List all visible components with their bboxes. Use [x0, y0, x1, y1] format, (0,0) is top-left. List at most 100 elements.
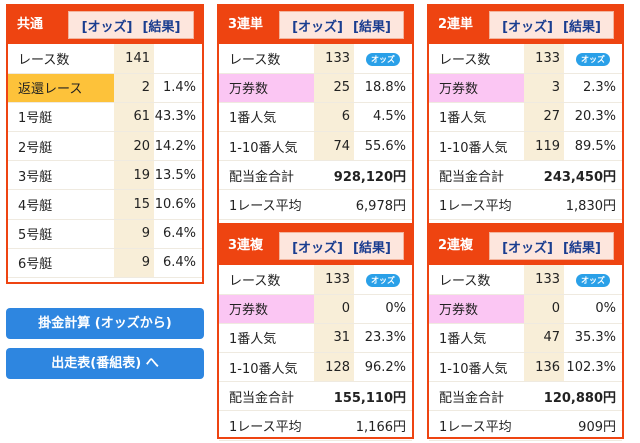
table-row: 1レース平均 1,830円: [429, 189, 622, 220]
fav10-pct: 96.2%: [354, 352, 412, 383]
row-pct: 43.3%: [154, 102, 202, 133]
results-link[interactable]: [結果]: [353, 240, 391, 256]
trio-panel: 3連複 [オッズ] [結果] レース数 133 オッズ 万券数 0 0% 1番人…: [217, 225, 414, 441]
manken-label: 万券数: [429, 294, 524, 324]
fav10-label: 1-10番人気: [429, 131, 524, 162]
results-link[interactable]: [結果]: [563, 19, 601, 35]
table-row: 配当金合計 120,880円: [429, 381, 622, 412]
table-row: レース数 133 オッズ: [219, 44, 412, 74]
quinella-title: 2連複: [438, 238, 474, 253]
manken-pct: 2.3%: [564, 73, 622, 103]
total-value: 120,880円: [524, 381, 622, 412]
row-count: 9: [114, 219, 154, 249]
table-row: 万券数 25 18.8%: [219, 73, 412, 103]
avg-label: 1レース平均: [429, 410, 524, 441]
manken-pct: 0%: [354, 294, 412, 324]
row-count: 2: [114, 73, 154, 103]
table-row: 返還レース 2 1.4%: [8, 73, 202, 103]
fav1-pct: 20.3%: [564, 102, 622, 133]
odds-badge-cell: オッズ: [354, 44, 412, 74]
row-pct: 10.6%: [154, 189, 202, 220]
odds-link[interactable]: [オッズ]: [292, 19, 343, 35]
fav10-count: 136: [524, 352, 564, 383]
trio-tabs: [オッズ] [結果]: [279, 232, 404, 260]
table-row: 3号艇 19 13.5%: [8, 160, 202, 191]
results-link[interactable]: [結果]: [142, 19, 181, 35]
payout-calc-button[interactable]: 掛金計算 (オッズから): [6, 308, 204, 339]
odds-badge-cell: オッズ: [354, 265, 412, 295]
table-row: 5号艇 9 6.4%: [8, 219, 202, 249]
table-row: 1-10番人気 136 102.3%: [429, 352, 622, 383]
trifecta-header: 3連単 [オッズ] [結果]: [219, 6, 412, 44]
table-row: 1番人気 27 20.3%: [429, 102, 622, 133]
fav10-label: 1-10番人気: [429, 352, 524, 383]
row-pct: [154, 44, 202, 74]
odds-badge[interactable]: オッズ: [576, 273, 610, 287]
fav10-label: 1-10番人気: [219, 131, 314, 162]
table-row: 2号艇 20 14.2%: [8, 131, 202, 162]
fav1-label: 1番人気: [219, 102, 314, 133]
table-row: 1レース平均 1,166円: [219, 410, 412, 441]
results-link[interactable]: [結果]: [353, 19, 391, 35]
row-pct: 1.4%: [154, 73, 202, 103]
table-row: 4号艇 15 10.6%: [8, 189, 202, 220]
row-count: 15: [114, 189, 154, 220]
avg-label: 1レース平均: [219, 410, 314, 441]
table-row: 1-10番人気 119 89.5%: [429, 131, 622, 162]
fav10-pct: 102.3%: [564, 352, 622, 383]
odds-link[interactable]: [オッズ]: [292, 240, 343, 256]
trifecta-tabs: [オッズ] [結果]: [279, 11, 404, 39]
manken-label: 万券数: [219, 294, 314, 324]
race-count-label: レース数: [429, 265, 524, 295]
trifecta-panel: 3連単 [オッズ] [結果] レース数 133 オッズ 万券数 25 18.8%…: [217, 4, 414, 225]
fav10-count: 74: [314, 131, 354, 162]
row-count: 9: [114, 248, 154, 279]
row-pct: 6.4%: [154, 248, 202, 279]
manken-count: 0: [524, 294, 564, 324]
exacta-title: 2連単: [438, 17, 474, 32]
odds-link[interactable]: [オッズ]: [502, 240, 553, 256]
total-label: 配当金合計: [219, 381, 314, 412]
table-row: 万券数 0 0%: [429, 294, 622, 324]
avg-label: 1レース平均: [429, 189, 524, 220]
fav1-pct: 4.5%: [354, 102, 412, 133]
results-link[interactable]: [結果]: [563, 240, 601, 256]
fav10-label: 1-10番人気: [219, 352, 314, 383]
table-row: 1レース平均 909円: [429, 410, 622, 441]
row-label: 3号艇: [8, 160, 114, 191]
quinella-table: レース数 133 オッズ 万券数 0 0% 1番人気 47 35.3% 1-10…: [429, 265, 622, 441]
odds-link[interactable]: [オッズ]: [81, 19, 133, 35]
total-label: 配当金合計: [429, 160, 524, 191]
row-count: 20: [114, 131, 154, 162]
quinella-tabs: [オッズ] [結果]: [489, 232, 614, 260]
row-label: 返還レース: [8, 73, 114, 103]
fav1-pct: 23.3%: [354, 323, 412, 354]
common-table: レース数 141 返還レース 2 1.4% 1号艇 61 43.3% 2号艇 2…: [8, 44, 202, 279]
table-row: 1レース平均 6,978円: [219, 189, 412, 220]
row-count: 19: [114, 160, 154, 191]
total-value: 243,450円: [524, 160, 622, 191]
fav10-count: 119: [524, 131, 564, 162]
fav1-count: 6: [314, 102, 354, 133]
race-card-button[interactable]: 出走表(番組表) へ: [6, 348, 204, 379]
odds-badge[interactable]: オッズ: [366, 52, 400, 66]
avg-value: 1,166円: [314, 410, 412, 441]
row-count: 61: [114, 102, 154, 133]
trio-title: 3連複: [228, 238, 264, 253]
odds-link[interactable]: [オッズ]: [502, 19, 553, 35]
table-row: 配当金合計 155,110円: [219, 381, 412, 412]
odds-badge[interactable]: オッズ: [366, 273, 400, 287]
odds-badge-cell: オッズ: [564, 44, 622, 74]
common-header: 共通 [オッズ] [結果]: [8, 6, 202, 44]
avg-value: 1,830円: [524, 189, 622, 220]
table-row: レース数 133 オッズ: [219, 265, 412, 295]
avg-value: 909円: [524, 410, 622, 441]
table-row: 6号艇 9 6.4%: [8, 248, 202, 279]
row-pct: 13.5%: [154, 160, 202, 191]
odds-badge[interactable]: オッズ: [576, 52, 610, 66]
exacta-table: レース数 133 オッズ 万券数 3 2.3% 1番人気 27 20.3% 1-…: [429, 44, 622, 220]
row-label: 5号艇: [8, 219, 114, 249]
total-value: 155,110円: [314, 381, 412, 412]
common-panel: 共通 [オッズ] [結果] レース数 141 返還レース 2 1.4% 1号艇 …: [6, 4, 204, 284]
manken-pct: 18.8%: [354, 73, 412, 103]
